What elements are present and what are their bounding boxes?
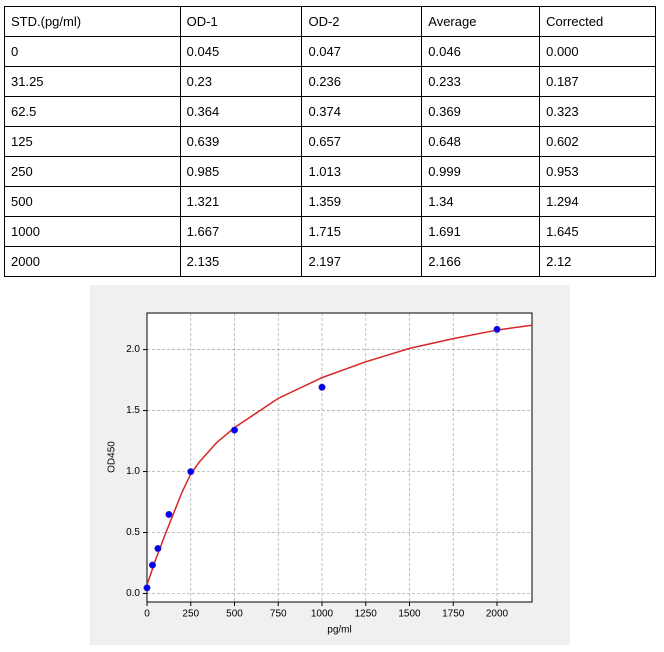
table-cell: 1.691 xyxy=(421,216,541,247)
table-cell: 0.369 xyxy=(421,96,541,127)
table-row: 62.5 0.364 0.374 0.369 0.323 xyxy=(4,96,656,127)
x-tick-label: 750 xyxy=(270,609,287,620)
axes-frame xyxy=(146,312,533,603)
table-row: 125 0.639 0.657 0.648 0.602 xyxy=(4,126,656,157)
y-tick-label: 0.5 xyxy=(126,527,140,538)
table-row: 31.25 0.23 0.236 0.233 0.187 xyxy=(4,66,656,97)
table-cell: STD.(pg/ml) xyxy=(4,6,181,37)
y-tick-label: 0.0 xyxy=(126,588,140,599)
table-cell: 0.236 xyxy=(301,66,423,97)
table-cell: 1000 xyxy=(4,216,181,247)
table-cell: 0.639 xyxy=(179,126,303,157)
table-cell: Average xyxy=(421,6,541,37)
table-cell: OD-2 xyxy=(301,6,423,37)
table-cell: 1.645 xyxy=(539,216,656,247)
table-cell: 2000 xyxy=(4,246,181,277)
x-tick-label: 0 xyxy=(144,609,150,620)
table-cell: 500 xyxy=(4,186,181,217)
table-cell: OD-1 xyxy=(179,6,303,37)
x-tick-label: 2000 xyxy=(486,609,509,620)
table-cell: 0.000 xyxy=(539,36,656,67)
table-cell: 0 xyxy=(4,36,181,67)
table-row: 250 0.985 1.013 0.999 0.953 xyxy=(4,156,656,187)
table-cell: 0.374 xyxy=(301,96,423,127)
y-tick-label: 2.0 xyxy=(126,344,140,355)
table-cell: 2.12 xyxy=(539,246,656,277)
table-cell: 1.321 xyxy=(179,186,303,217)
table-cell: 0.047 xyxy=(301,36,423,67)
data-point xyxy=(318,383,326,391)
x-tick-label: 1750 xyxy=(442,609,465,620)
table-cell: 0.985 xyxy=(179,156,303,187)
table-cell: 1.34 xyxy=(421,186,541,217)
x-axis-label: pg/ml xyxy=(327,625,351,636)
x-tick-label: 250 xyxy=(182,609,199,620)
data-table: STD.(pg/ml) OD-1 OD-2 Average Corrected 0 0.04… xyxy=(4,6,656,277)
y-tick-label: 1.0 xyxy=(126,466,140,477)
table-row: 500 1.321 1.359 1.34 1.294 xyxy=(4,186,656,217)
header-row: STD.(pg/ml) OD-1 OD-2 Average Corrected xyxy=(4,6,656,37)
table-cell: 1.667 xyxy=(179,216,303,247)
table-cell: 1.715 xyxy=(301,216,423,247)
data-point xyxy=(187,468,195,476)
x-tick-label: 1500 xyxy=(398,609,421,620)
y-axis-label: OD450 xyxy=(107,441,118,473)
data-point xyxy=(231,426,239,434)
table-row: 1000 1.667 1.715 1.691 1.645 xyxy=(4,216,656,247)
table-cell: 0.953 xyxy=(539,156,656,187)
table-cell: 250 xyxy=(4,156,181,187)
plot-area xyxy=(147,313,532,602)
table-cell: 0.364 xyxy=(179,96,303,127)
table-cell: 31.25 xyxy=(4,66,181,97)
table-cell: 0.323 xyxy=(539,96,656,127)
table-cell: 0.999 xyxy=(421,156,541,187)
table-cell: 62.5 xyxy=(4,96,181,127)
table-row: 0 0.045 0.047 0.046 0.000 xyxy=(4,36,656,67)
table-cell: Corrected xyxy=(539,6,656,37)
x-tick-label: 1000 xyxy=(311,609,334,620)
y-tick-label: 1.5 xyxy=(126,405,140,416)
fit-curve xyxy=(147,324,532,586)
table-cell: 1.013 xyxy=(301,156,423,187)
table-cell: 1.359 xyxy=(301,186,423,217)
data-point xyxy=(165,510,173,518)
table-cell: 0.187 xyxy=(539,66,656,97)
table-cell: 2.166 xyxy=(421,246,541,277)
table-cell: 0.045 xyxy=(179,36,303,67)
table-cell: 0.657 xyxy=(301,126,423,157)
table-body: STD.(pg/ml) OD-1 OD-2 Average Corrected 0 0.04… xyxy=(4,6,656,277)
table-cell: 0.602 xyxy=(539,126,656,157)
data-point xyxy=(143,584,151,592)
table-cell: 2.197 xyxy=(301,246,423,277)
x-tick-label: 500 xyxy=(226,609,243,620)
chart: pg/ml OD450 0 250 500 750 1000 1250 1500 1750 20… xyxy=(90,285,570,645)
table-cell: 0.23 xyxy=(179,66,303,97)
table-row: 2000 2.135 2.197 2.166 2.12 xyxy=(4,246,656,277)
data-point xyxy=(154,544,162,552)
table-cell: 2.135 xyxy=(179,246,303,277)
table-cell: 0.233 xyxy=(421,66,541,97)
data-point xyxy=(493,325,501,333)
table-cell: 0.046 xyxy=(421,36,541,67)
x-tick-label: 1250 xyxy=(355,609,378,620)
data-point xyxy=(148,561,156,569)
table-cell: 1.294 xyxy=(539,186,656,217)
table-cell: 125 xyxy=(4,126,181,157)
table-cell: 0.648 xyxy=(421,126,541,157)
